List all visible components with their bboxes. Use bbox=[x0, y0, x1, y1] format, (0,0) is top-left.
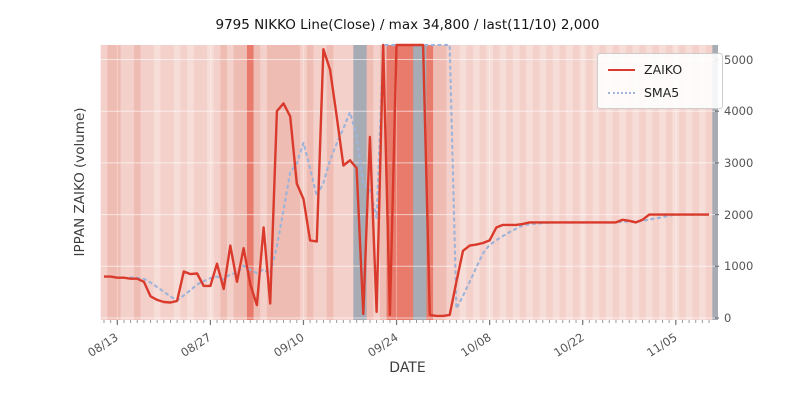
chart-title: 9795 NIKKO Line(Close) / max 34,800 / la… bbox=[215, 17, 600, 33]
sma5-line-sample bbox=[608, 91, 635, 94]
y-tick-label: 1000 bbox=[724, 259, 754, 274]
legend-label-zaiko: ZAIKO bbox=[644, 62, 683, 77]
zaiko-line bbox=[104, 43, 709, 318]
right-edge-gray-band bbox=[712, 45, 718, 320]
legend: ZAIKO SMA5 bbox=[597, 53, 723, 109]
gridlines bbox=[100, 45, 715, 320]
y-tick-label: 2000 bbox=[724, 207, 754, 222]
legend-item-zaiko: ZAIKO bbox=[608, 62, 712, 77]
legend-label-sma5: SMA5 bbox=[644, 85, 680, 100]
y-tick-label: 4000 bbox=[724, 104, 754, 119]
y-tick-label: 5000 bbox=[724, 52, 754, 67]
x-axis-label: DATE bbox=[389, 360, 426, 376]
zaiko-line-sample bbox=[608, 68, 635, 71]
legend-item-sma5: SMA5 bbox=[608, 85, 712, 100]
y-tick-label: 3000 bbox=[724, 155, 754, 170]
y-tick-label: 0 bbox=[724, 311, 732, 325]
y-axis-label: IPPAN ZAIKO (volume) bbox=[72, 107, 88, 257]
